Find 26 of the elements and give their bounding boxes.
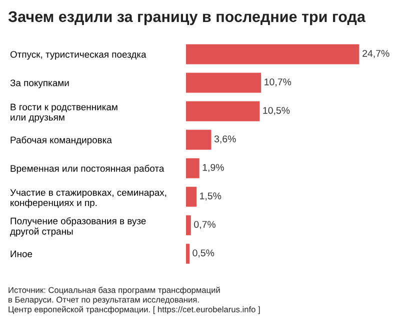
y-tick-label: Рабочая командировка <box>10 136 112 146</box>
data-label: 10,7% <box>264 78 292 87</box>
bar <box>186 101 260 122</box>
data-label: 24,7% <box>362 50 390 58</box>
data-label: 1,5% <box>200 192 222 201</box>
y-tick-label: Временная или постоянная работа <box>10 164 164 174</box>
data-label: 1,9% <box>202 164 224 172</box>
text: Источник: Социальная база программ трансформаций в Беларуси. Отчет по результатам исследования. Центр европейской трансформации. [ https://cet.eurobelarus.info ] <box>8 286 260 314</box>
bar <box>186 44 360 64</box>
y-tick-label: Иное <box>10 250 32 258</box>
y-tick-label: Участие в стажировках, семинарах, конференциях и пр. <box>10 189 166 208</box>
bar <box>186 72 262 93</box>
y-tick-label: За покупками <box>10 80 69 88</box>
bar <box>186 186 197 207</box>
bar <box>186 244 190 264</box>
bar <box>186 158 200 178</box>
data-label: 0,5% <box>192 249 214 258</box>
bar <box>186 130 212 150</box>
y-tick-label: В гости к родственникам или друзьям <box>10 104 118 122</box>
data-label: 0,7% <box>194 220 216 230</box>
y-tick-label: Отпуск, туристическая поездка <box>10 51 146 60</box>
data-label: 3,6% <box>214 135 236 144</box>
bar <box>186 215 191 236</box>
chart-title: Зачем ездили за границу в последние три года <box>8 11 366 26</box>
data-label: 10,5% <box>263 106 290 116</box>
y-tick-label: Получение образования в вузе другой страны <box>10 217 146 237</box>
